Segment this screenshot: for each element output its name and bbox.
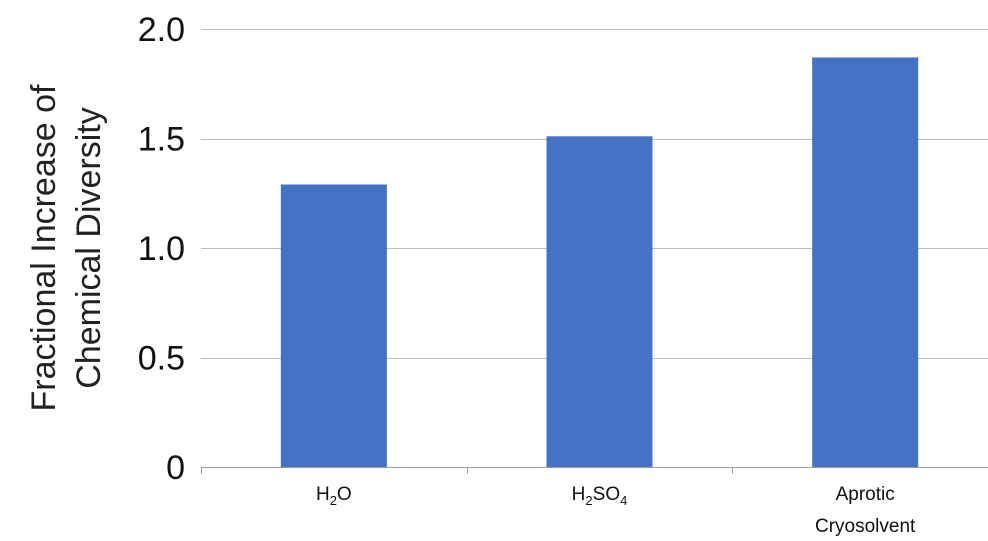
x-tick-label-2-line-0: Aprotic <box>836 484 895 505</box>
x-tick-label-2-line-1: Cryosolvent <box>815 516 916 537</box>
bars <box>280 57 919 468</box>
y-axis-label-line-1: Fractional Increase of <box>25 84 63 411</box>
y-tick-label-0: 0 <box>166 449 185 487</box>
x-tick-label-1-line-0: H2SO4 <box>572 484 628 508</box>
bar-2 <box>812 57 919 467</box>
y-tick-labels: 0 0.5 1.0 1.5 2.0 <box>138 11 185 487</box>
x-tick-labels: H2O H2SO4 Aprotic Cryosolvent <box>316 484 916 537</box>
y-tick-label-4: 2.0 <box>138 11 185 49</box>
y-axis-label: Fractional Increase of Chemical Diversit… <box>25 84 108 411</box>
y-tick-label-2: 1.0 <box>138 230 185 268</box>
bar-0 <box>280 184 387 468</box>
bar-1 <box>546 136 653 467</box>
axes <box>201 467 988 474</box>
y-tick-label-1: 0.5 <box>138 340 185 378</box>
x-tick-label-0-line-0: H2O <box>316 484 352 508</box>
y-tick-label-3: 1.5 <box>138 121 185 159</box>
y-axis-label-line-2: Chemical Diversity <box>70 107 108 389</box>
